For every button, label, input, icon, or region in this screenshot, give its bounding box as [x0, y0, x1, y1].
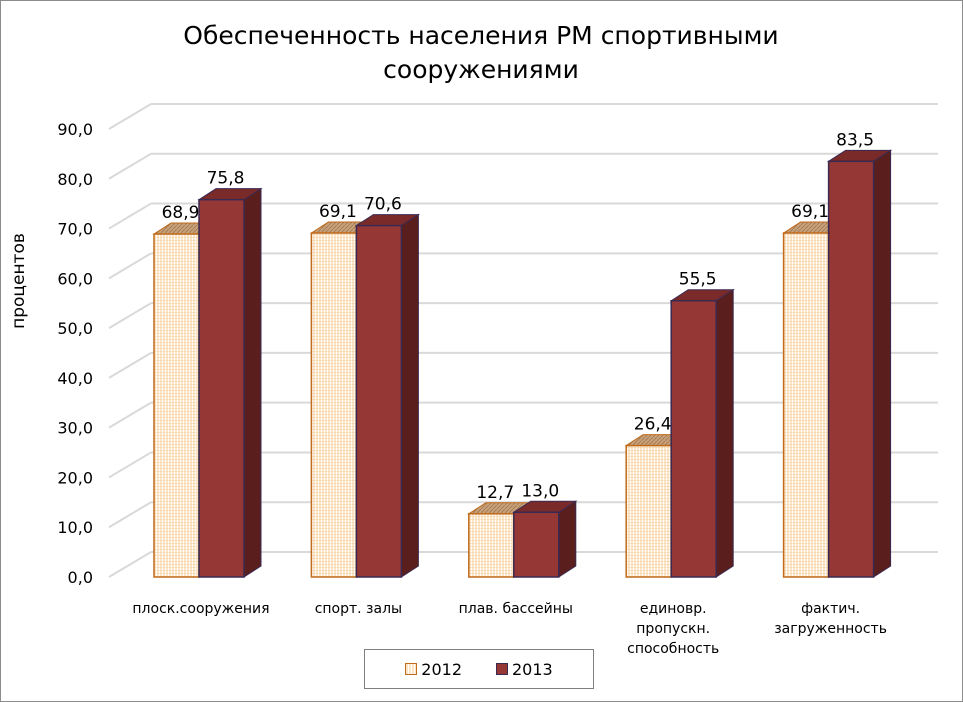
bar-side-2013	[715, 288, 734, 578]
legend-label-2012: 2012	[421, 659, 462, 679]
chart-legend: 2012 2013	[364, 649, 594, 689]
gridline-depth	[108, 302, 152, 329]
bar-2012	[310, 232, 358, 578]
gridline-depth	[108, 202, 152, 230]
bar-side-2013	[873, 149, 892, 578]
data-label: 55,5	[679, 270, 717, 290]
bar-side-2013	[243, 187, 262, 578]
bar-2012	[153, 233, 200, 578]
data-label: 13,0	[521, 481, 559, 501]
bar-2013	[198, 198, 245, 578]
legend-item-2013: 2013	[496, 660, 553, 679]
bar-side-2013	[558, 500, 577, 578]
y-tick-label: 50,0	[57, 319, 93, 338]
chart-title-line-1: Обеспеченность населения РМ спортивными	[183, 21, 779, 50]
y-tick-label: 90,0	[57, 120, 93, 139]
gridline-depth	[108, 252, 152, 280]
x-tick-label: пропускн.	[636, 621, 710, 637]
x-tick-label: способность	[627, 641, 719, 657]
chart-title-line-2: сооружениями	[383, 55, 579, 84]
data-label: 70,6	[364, 195, 402, 215]
data-label: 69,1	[319, 202, 357, 222]
bar-2012	[468, 513, 515, 578]
data-label: 83,5	[836, 130, 874, 150]
y-tick-label: 70,0	[57, 220, 93, 239]
data-label: 26,4	[634, 415, 672, 435]
data-label: 12,7	[476, 483, 514, 503]
legend-swatch-2012	[405, 663, 418, 675]
bar-2013	[670, 299, 717, 578]
gridline-depth	[108, 152, 152, 180]
bar-2013	[355, 224, 403, 578]
x-tick-label: плоск.сооружения	[132, 601, 269, 617]
x-tick-label: плав. бассейны	[459, 601, 573, 617]
y-tick-label: 60,0	[57, 269, 93, 288]
bar-2012	[782, 232, 830, 578]
bar-side-2013	[400, 213, 419, 578]
data-label: 68,9	[162, 203, 200, 223]
legend-swatch-2013	[496, 663, 508, 675]
y-tick-label: 10,0	[57, 518, 93, 537]
data-label: 69,1	[791, 202, 829, 222]
data-label: 75,8	[207, 169, 245, 189]
y-tick-label: 20,0	[57, 468, 93, 487]
y-tick-label: 40,0	[57, 369, 93, 388]
y-tick-label: 80,0	[57, 170, 93, 189]
x-tick-label: загруженность	[774, 621, 887, 637]
x-tick-label: спорт. залы	[315, 601, 402, 617]
gridline-depth	[108, 501, 152, 529]
gridline-depth	[108, 103, 152, 130]
gridline-depth	[108, 451, 152, 479]
x-tick-label: единовр.	[640, 601, 707, 617]
y-tick-label: 30,0	[57, 419, 93, 438]
y-tick-label: 0,0	[68, 568, 93, 587]
gridline-depth	[108, 352, 152, 379]
gridline-depth	[108, 551, 152, 578]
gridline-depth	[108, 401, 152, 429]
x-tick-label: фактич.	[801, 601, 860, 617]
bar-2012	[625, 444, 672, 578]
bar-2013	[827, 160, 875, 578]
legend-label-2013: 2013	[512, 659, 553, 679]
chart-title: Обеспеченность населения РМ спортивными …	[131, 19, 831, 87]
legend-item-2012: 2012	[405, 660, 462, 679]
bar-2013	[513, 511, 560, 578]
